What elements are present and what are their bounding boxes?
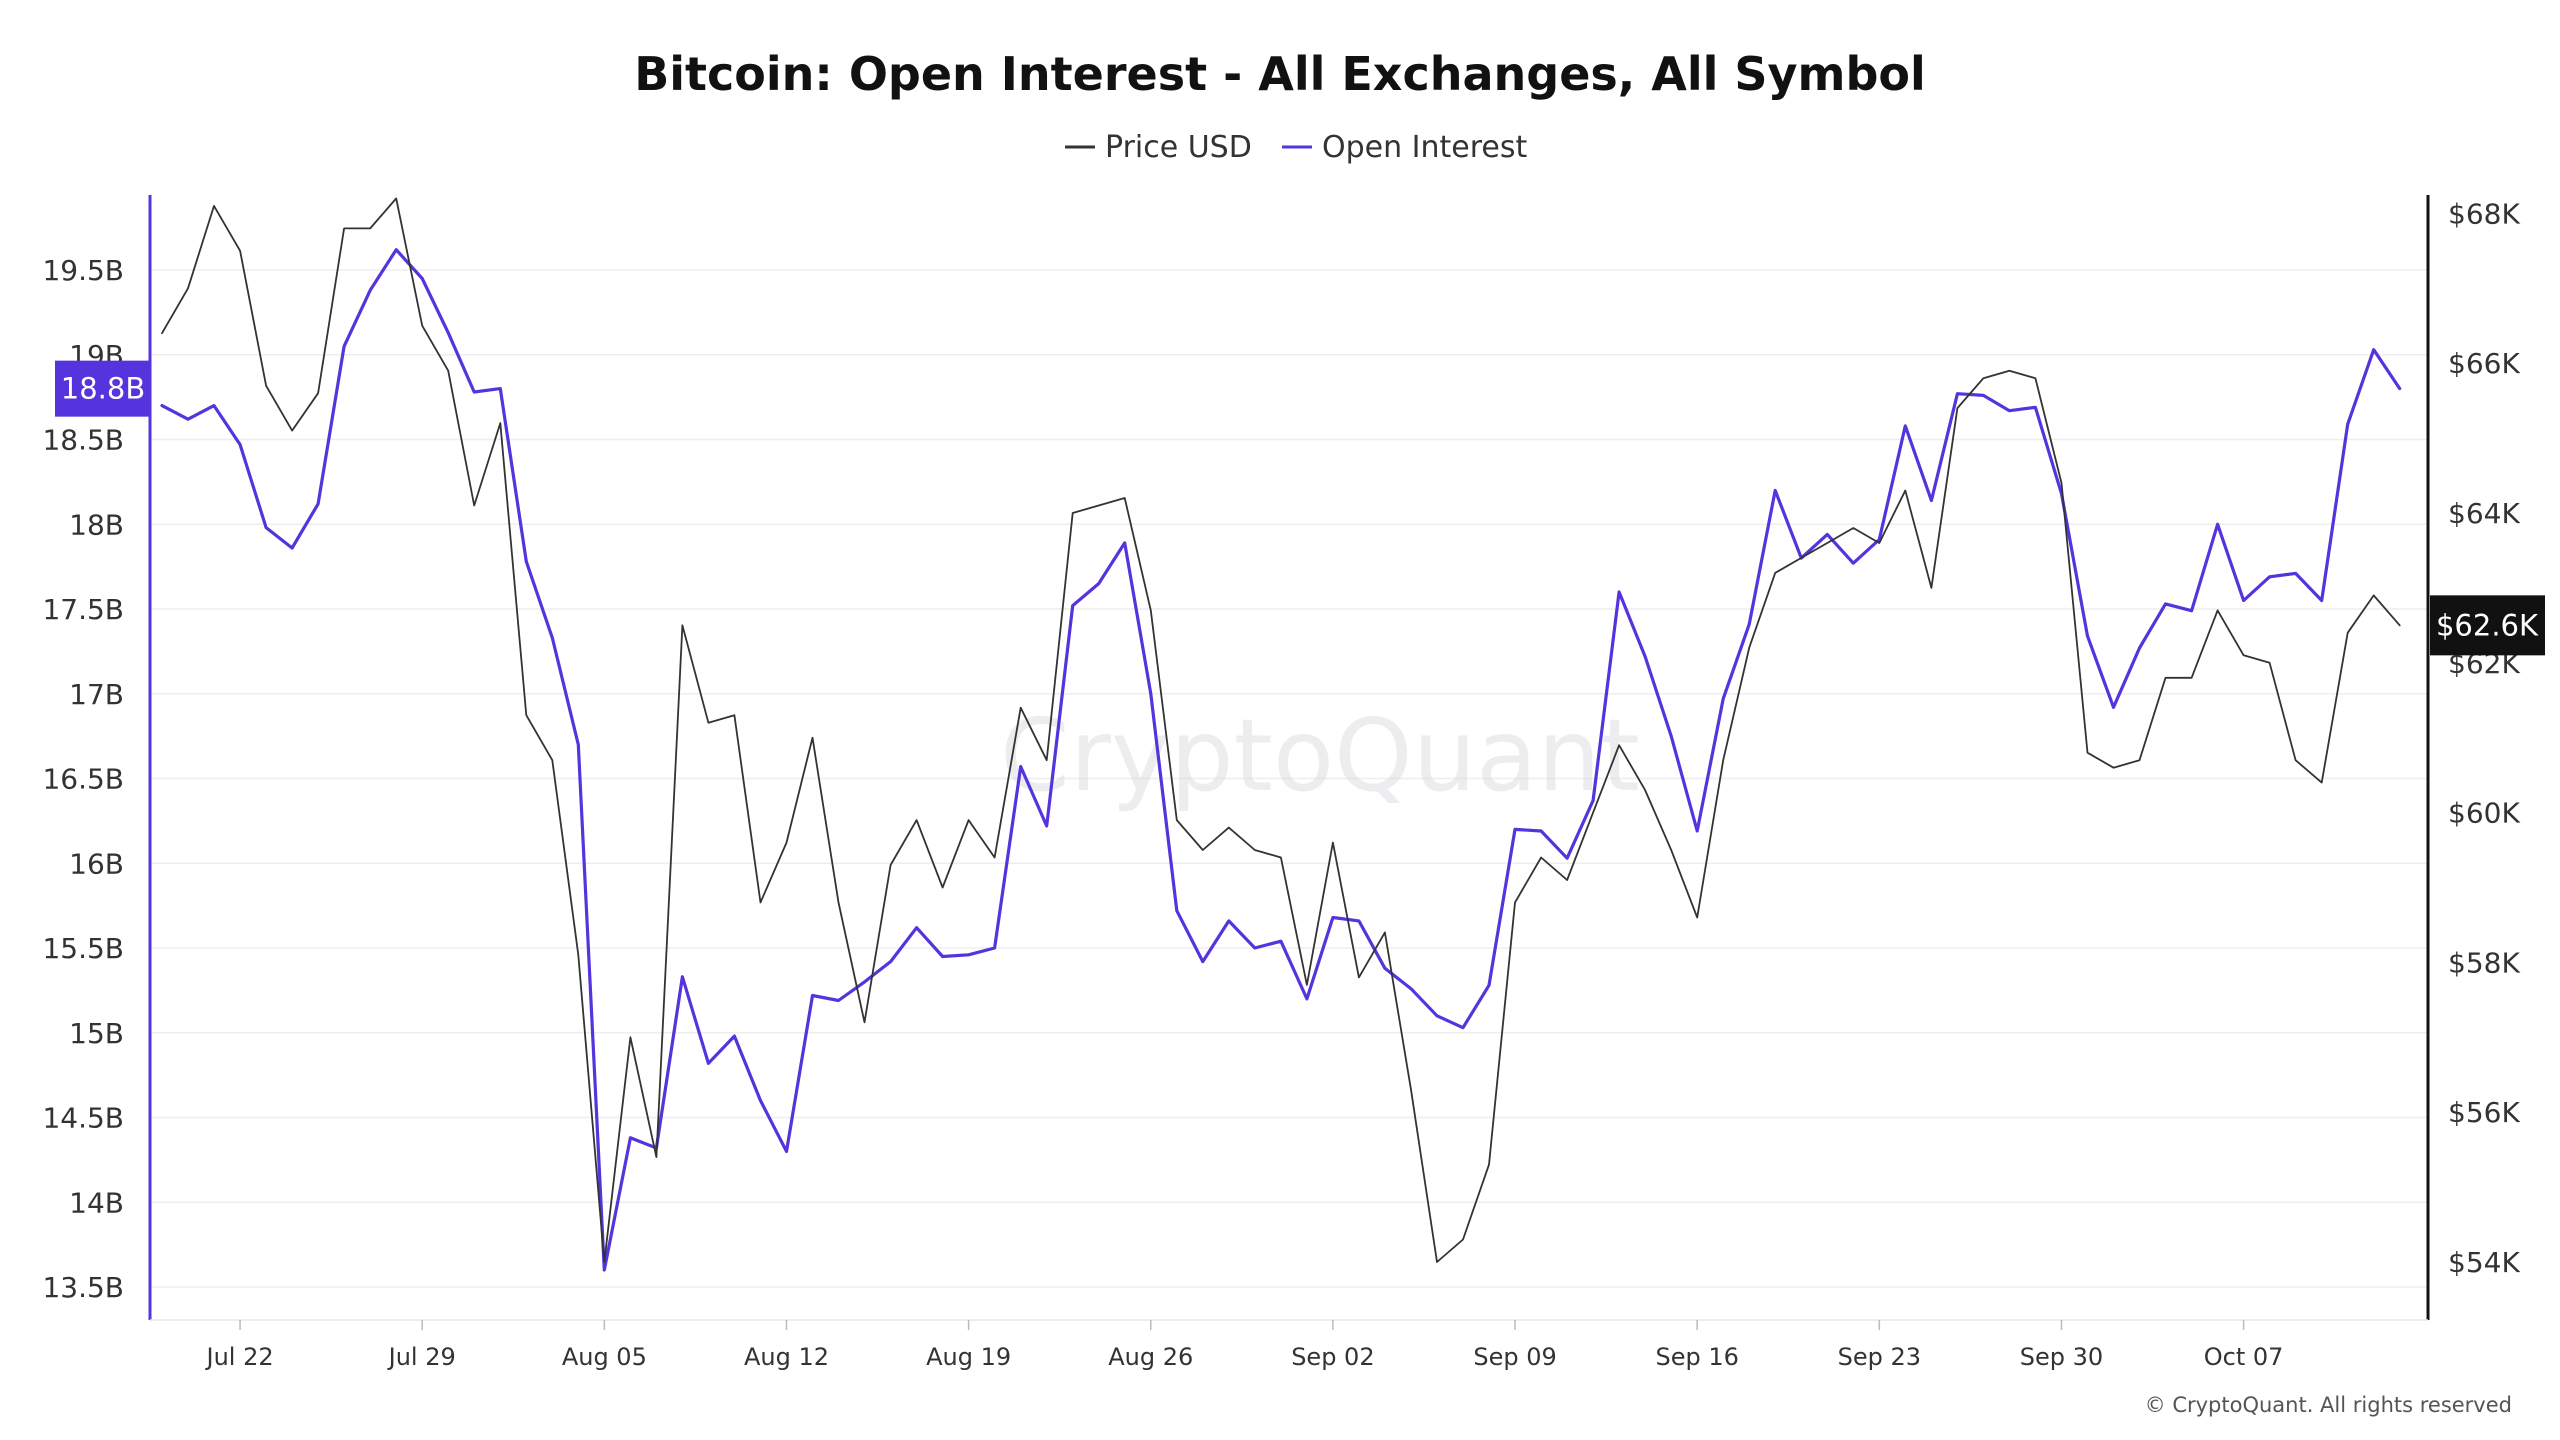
legend-label: Price USD	[1105, 130, 1252, 165]
left-tick-label: 15B	[69, 1017, 124, 1050]
right-tick-label: $64K	[2448, 497, 2520, 530]
open-interest-line	[160, 248, 2402, 1272]
left-tick-label: 17B	[69, 678, 124, 711]
x-tick-label: Sep 16	[1655, 1343, 1738, 1371]
axes: 13.5B 14B 14.5B 15B 15.5B 16B 16.5B 17B 17.5B 18B…	[42, 195, 2520, 1371]
grid	[150, 269, 2428, 1288]
x-tick-label: Sep 30	[2020, 1343, 2103, 1371]
series	[160, 197, 2402, 1272]
x-tick-label: Sep 23	[1838, 1343, 1921, 1371]
left-tick-label: 14.5B	[42, 1102, 124, 1135]
x-tick-label: Aug 05	[562, 1343, 647, 1371]
right-tick-label: $66K	[2448, 347, 2520, 380]
value-tags: 18.8B $62.6K	[55, 360, 2545, 656]
x-tick-label: Sep 09	[1473, 1343, 1556, 1371]
right-tick-label: $56K	[2448, 1096, 2520, 1129]
x-tick-label: Aug 26	[1108, 1343, 1193, 1371]
legend: Price USD Open Interest	[1065, 130, 1528, 165]
left-tick-label: 19.5B	[42, 254, 124, 287]
right-tick-label: $68K	[2448, 197, 2520, 230]
watermark: CryptoQuant	[1000, 697, 1640, 814]
x-tick-label: Aug 19	[926, 1343, 1011, 1371]
price-value-label: $62.6K	[2436, 608, 2539, 642]
x-tick-label: Aug 12	[744, 1343, 829, 1371]
open-interest-value-label: 18.8B	[61, 372, 145, 406]
x-tick-label: Jul 29	[387, 1343, 456, 1371]
left-tick-label: 16B	[69, 847, 124, 880]
copyright-credit: © CryptoQuant. All rights reserved	[2145, 1393, 2512, 1417]
right-tick-label: $60K	[2448, 797, 2520, 830]
price-value-tag	[2430, 595, 2545, 656]
left-tick-label: 14B	[69, 1186, 124, 1219]
x-tick-label: Sep 02	[1291, 1343, 1374, 1371]
left-tick-label: 15.5B	[42, 932, 124, 965]
left-tick-label: 13.5B	[42, 1271, 124, 1304]
legend-label: Open Interest	[1322, 130, 1528, 165]
x-tick-label: Jul 22	[204, 1343, 273, 1371]
left-tick-label: 18B	[69, 508, 124, 541]
left-tick-label: 18.5B	[42, 424, 124, 457]
open-interest-value-tag	[55, 360, 151, 417]
price-usd-line	[161, 197, 2401, 1263]
left-tick-label: 16.5B	[42, 763, 124, 796]
right-tick-label: $54K	[2448, 1246, 2520, 1279]
chart-title: Bitcoin: Open Interest - All Exchanges, …	[634, 47, 1926, 101]
left-tick-label: 17.5B	[42, 593, 124, 626]
right-tick-label: $58K	[2448, 946, 2520, 979]
x-tick-label: Oct 07	[2204, 1343, 2284, 1371]
